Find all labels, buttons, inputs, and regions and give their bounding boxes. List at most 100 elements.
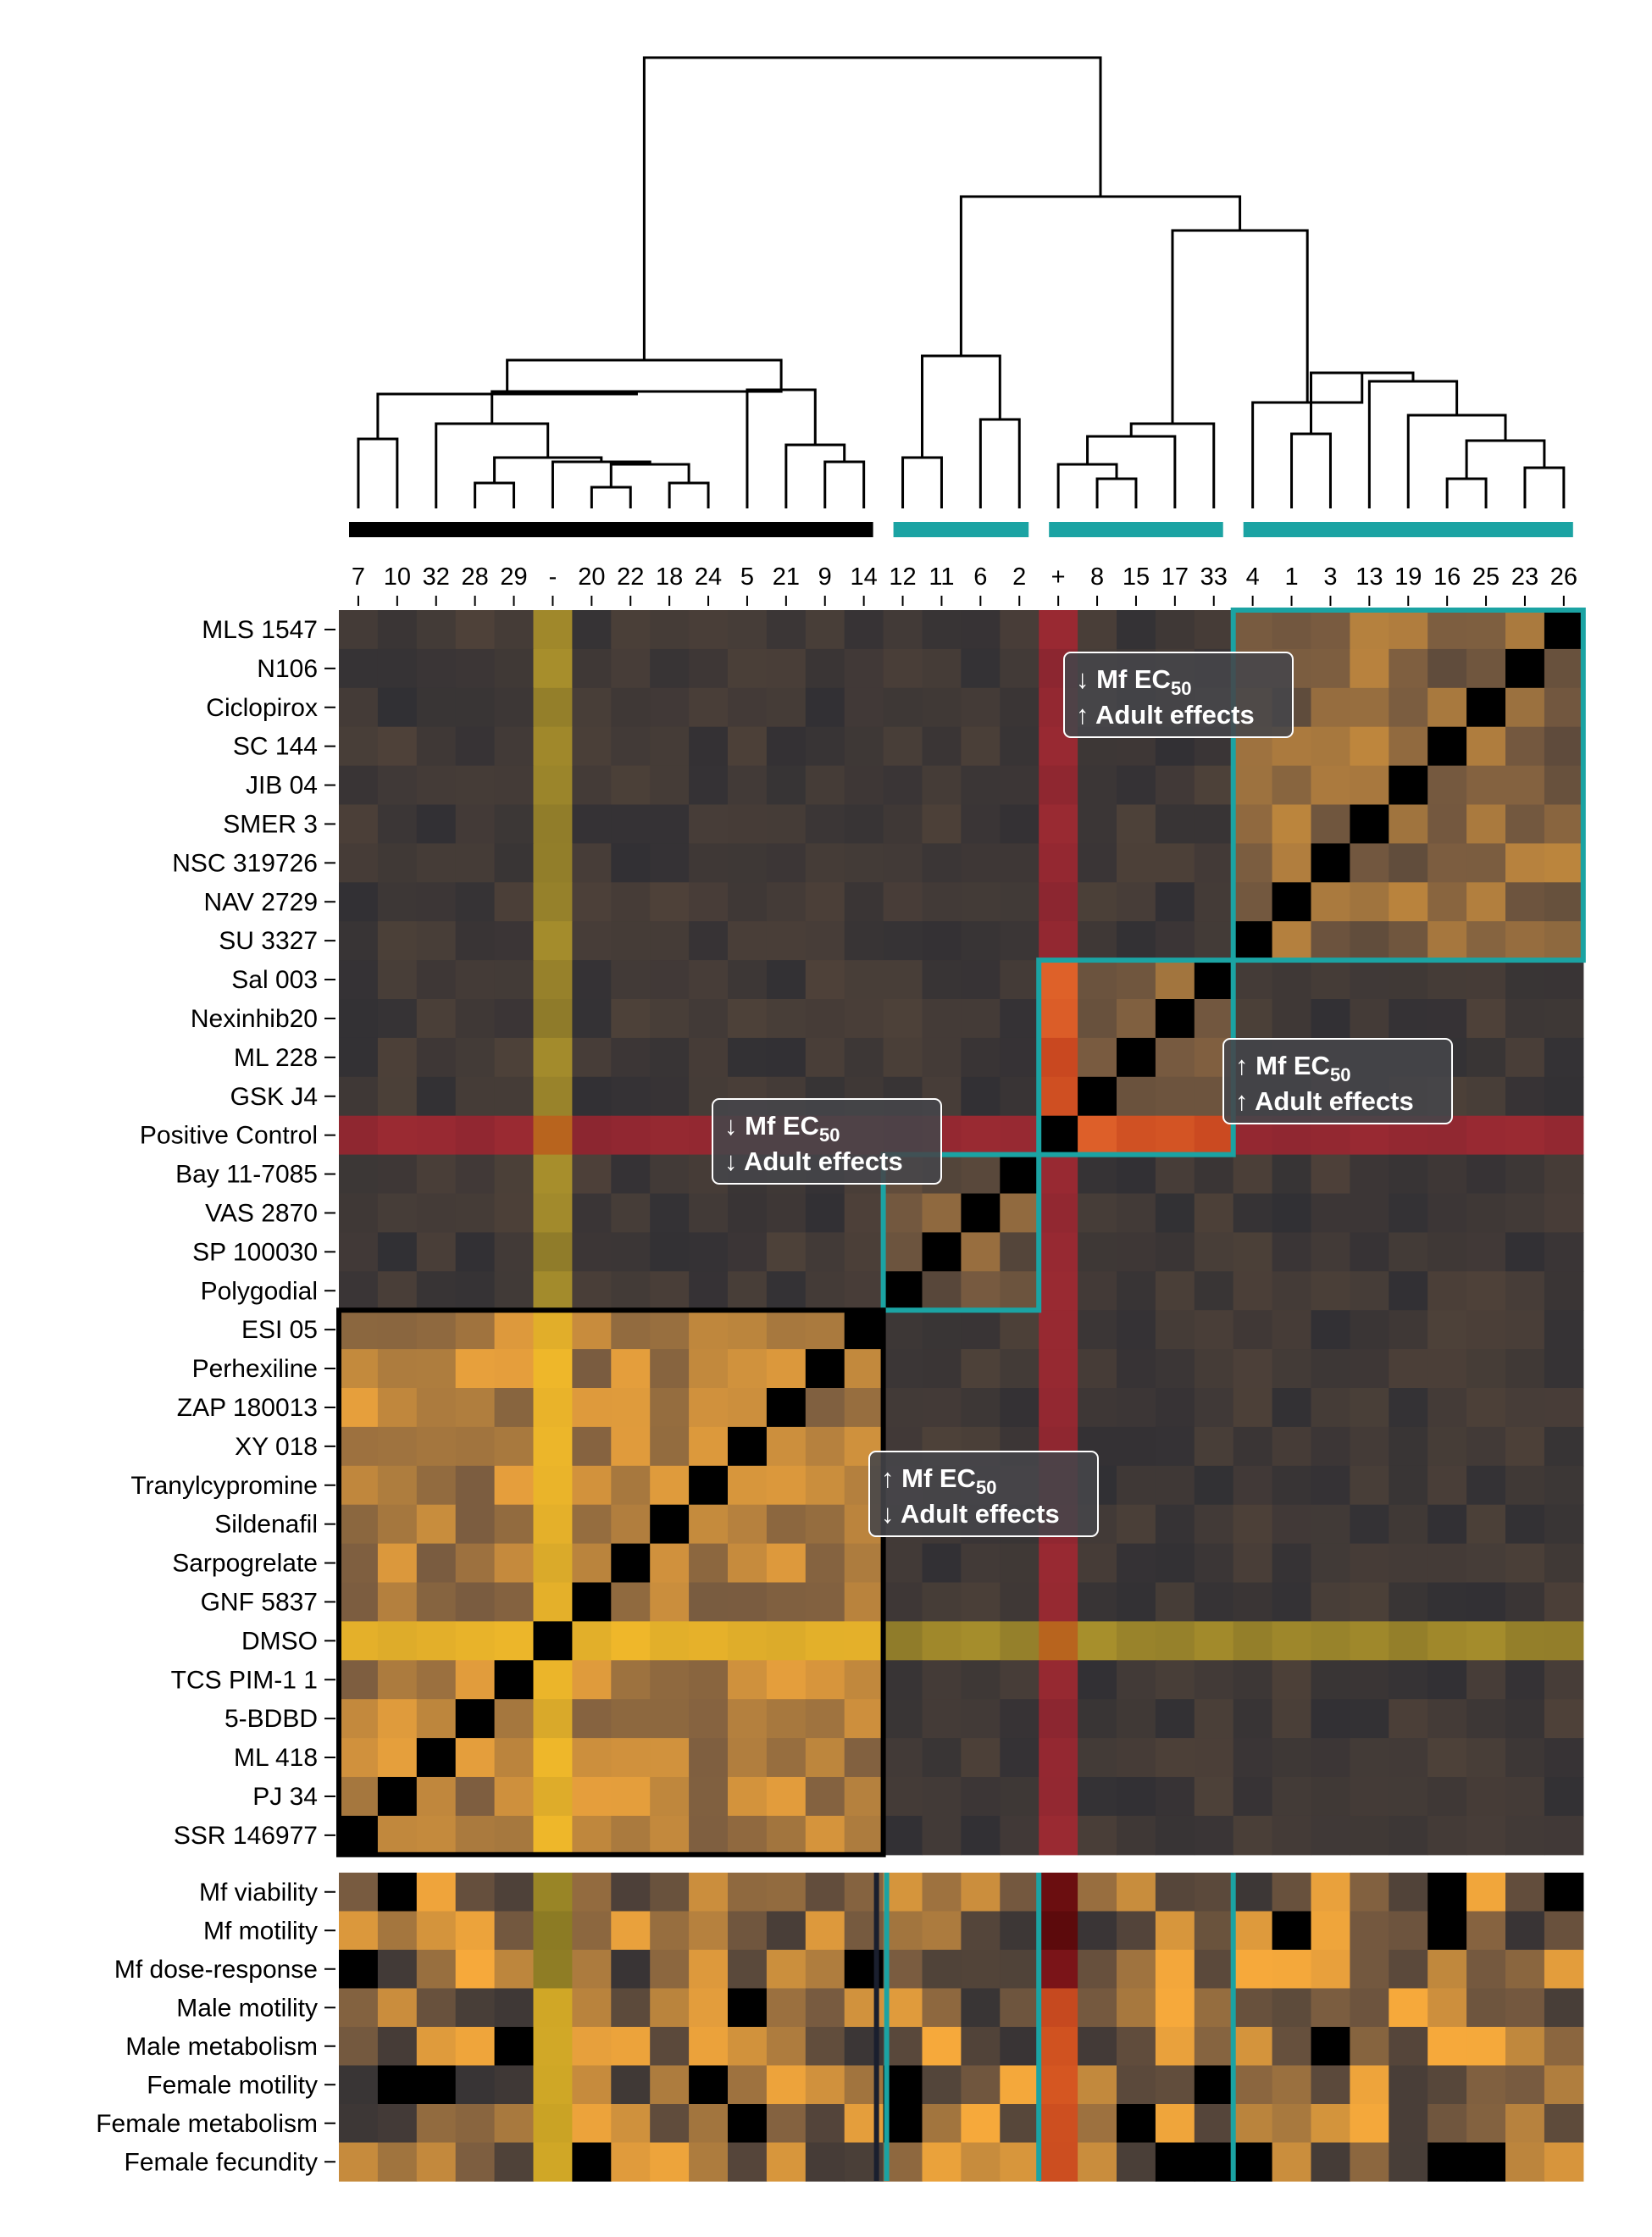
- heatmap-cell: [650, 1777, 690, 1817]
- heatmap-cell: [805, 610, 845, 650]
- heatmap-cell: [611, 1738, 651, 1778]
- heatmap-cell: [533, 765, 573, 806]
- heatmap-cell: [1272, 1660, 1312, 1700]
- heatmap-cell: [1000, 1815, 1039, 1856]
- heatmap-cell: [1155, 1349, 1195, 1389]
- column-label: 16: [1433, 563, 1461, 591]
- heatmap-cell: [611, 1271, 651, 1311]
- phenotype-cell: [1350, 2027, 1389, 2067]
- phenotype-cell: [611, 1950, 651, 1990]
- heatmap-cell: [416, 1349, 457, 1389]
- heatmap-cell: [1389, 921, 1428, 961]
- phenotype-cell: [766, 1911, 807, 1951]
- heatmap-cell: [1466, 1349, 1506, 1389]
- heatmap-cell: [1544, 1388, 1584, 1428]
- phenotype-cell: [766, 1950, 807, 1990]
- heatmap-cell: [1311, 882, 1350, 922]
- heatmap-cell: [844, 1621, 884, 1661]
- heatmap-cell: [650, 1426, 690, 1467]
- dendrogram-link: [1290, 432, 1332, 508]
- phenotype-cell: [1000, 1950, 1039, 1990]
- heatmap-cell: [1311, 1310, 1350, 1350]
- heatmap-cell: [650, 1349, 690, 1389]
- heatmap-cell: [1427, 1582, 1467, 1622]
- column-label: 15: [1123, 563, 1150, 591]
- heatmap-cell: [1505, 1504, 1545, 1545]
- heatmap-cell: [922, 1777, 962, 1817]
- heatmap-cell: [844, 921, 884, 961]
- heatmap-cell: [1505, 1310, 1545, 1350]
- heatmap-cell: [922, 726, 962, 767]
- heatmap-cell: [611, 1310, 651, 1350]
- heatmap-cell: [844, 1037, 884, 1078]
- heatmap-cell: [572, 882, 612, 922]
- heatmap-cell: [1155, 1232, 1195, 1272]
- heatmap-cell: [339, 1426, 379, 1467]
- heatmap-cell: [1194, 999, 1234, 1039]
- phenotype-cell: [1544, 2027, 1584, 2067]
- heatmap-cell: [416, 1543, 457, 1584]
- heatmap-cell: [1505, 687, 1545, 728]
- heatmap-cell: [961, 610, 1001, 650]
- phenotype-label: Mf motility: [203, 1917, 318, 1945]
- phenotype-cell: [883, 1873, 923, 1912]
- heatmap-cell: [1039, 1543, 1078, 1584]
- heatmap-cell: [1039, 1271, 1078, 1311]
- heatmap-cell: [611, 726, 651, 767]
- heatmap-cell: [961, 1349, 1001, 1389]
- phenotype-cell: [533, 2027, 573, 2067]
- column-label: 28: [462, 563, 489, 591]
- phenotype-labels: Mf viability Mf motility Mf dose-response M…: [96, 1879, 335, 2176]
- heatmap-cell: [650, 804, 690, 844]
- row-label: TCS PIM-1 1: [171, 1666, 318, 1694]
- heatmap-cell: [1272, 1349, 1312, 1389]
- heatmap-cell: [572, 1815, 612, 1856]
- heatmap-cell: [572, 999, 612, 1039]
- phenotype-cell: [689, 2065, 729, 2105]
- heatmap-cell: [1233, 1154, 1273, 1195]
- phenotype-cell: [1117, 2065, 1156, 2105]
- heatmap-cell: [455, 1426, 496, 1467]
- heatmap-cell: [1505, 1232, 1545, 1272]
- heatmap-cell: [1155, 1660, 1195, 1700]
- phenotype-cell: [1233, 1950, 1273, 1990]
- heatmap-cell: [689, 1621, 729, 1661]
- heatmap-cell: [1389, 687, 1428, 728]
- cluster-box: [880, 1152, 1042, 1313]
- heatmap-cell: [1311, 648, 1350, 689]
- heatmap-cell: [922, 1310, 962, 1350]
- heatmap-cell: [1233, 1271, 1273, 1311]
- heatmap-cell: [533, 1621, 573, 1661]
- heatmap-cell: [766, 882, 807, 922]
- heatmap-cell: [1389, 1621, 1428, 1661]
- heatmap-cell: [1117, 1738, 1156, 1778]
- heatmap-cell: [1233, 1504, 1273, 1545]
- heatmap-cell: [416, 804, 457, 844]
- phenotype-cell: [416, 2104, 457, 2144]
- heatmap-cell: [1000, 765, 1039, 806]
- heatmap-cell: [1039, 1232, 1078, 1272]
- heatmap-cell: [1389, 765, 1428, 806]
- heatmap-cell: [1350, 1660, 1389, 1700]
- heatmap-cell: [766, 1815, 807, 1856]
- phenotype-cell: [1466, 1950, 1506, 1990]
- heatmap-cell: [728, 804, 768, 844]
- heatmap-cell: [1039, 1154, 1078, 1195]
- heatmap-cell: [805, 960, 845, 1000]
- phenotype-label: Male motility: [176, 1994, 318, 2022]
- heatmap-cell: [650, 1310, 690, 1350]
- phenotype-cell: [1505, 1988, 1545, 2028]
- heatmap-cell: [1505, 1465, 1545, 1506]
- heatmap-cell: [494, 1738, 535, 1778]
- heatmap-cell: [339, 882, 379, 922]
- heatmap-cell: [844, 687, 884, 728]
- phenotype-cell: [377, 2142, 418, 2182]
- heatmap-cell: [455, 726, 496, 767]
- cluster-box: [336, 1307, 886, 1857]
- heatmap-cell: [1039, 1388, 1078, 1428]
- heatmap-cell: [1078, 1388, 1117, 1428]
- heatmap-cell: [689, 999, 729, 1039]
- dendrogram-link: [357, 437, 399, 508]
- heatmap-cell: [1350, 843, 1389, 883]
- heatmap-cell: [689, 1388, 729, 1428]
